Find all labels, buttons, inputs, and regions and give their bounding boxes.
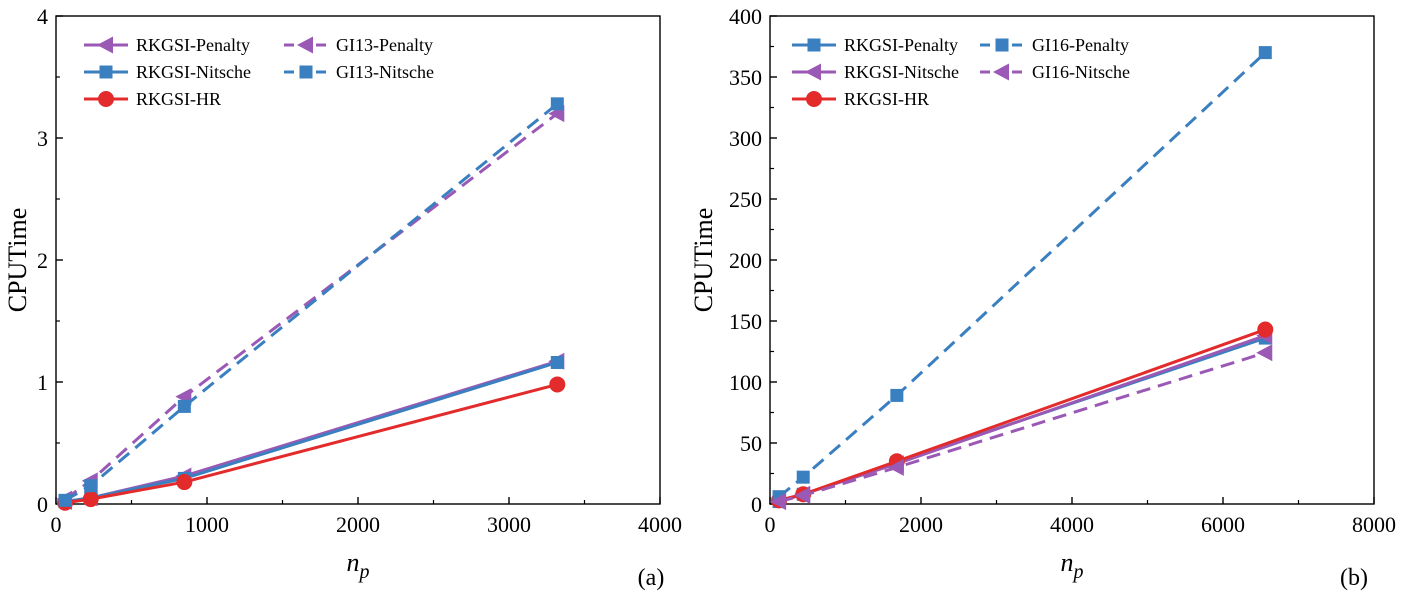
legend-item-rkgsi-hr: RKGSI-HR	[84, 89, 221, 109]
y-axis-title: CPUTime	[3, 208, 32, 313]
legend-label: GI13-Penalty	[336, 35, 433, 55]
y-tick-label: 0	[751, 492, 762, 517]
y-tick-label: 200	[729, 248, 762, 273]
legend-item-rkgsi-penalty: RKGSI-Penalty	[84, 35, 250, 55]
chart-b: 0 2000 4000 6000 8000 0 50 100 150 200 250 300 350 40…	[689, 4, 1396, 591]
y-tick-label: 4	[37, 4, 48, 29]
series-line-gi16-penalty	[778, 51, 1267, 498]
series-line-gi13-nitsche	[64, 102, 559, 502]
data-point-gi16-penalty	[1258, 46, 1272, 60]
legend-label: GI13-Nitsche	[336, 62, 434, 82]
x-axis-title-main: n	[1061, 548, 1074, 577]
data-point-rkgsi-nitsche	[550, 355, 564, 369]
y-axis-title: CPUTime	[689, 208, 718, 313]
legend-marker	[97, 36, 113, 54]
series-rkgsi-hr	[771, 321, 1274, 509]
legend-item-rkgsi-penalty: RKGSI-Penalty	[792, 35, 958, 55]
x-tick-label: 3000	[487, 512, 531, 537]
chart-a: 0 1000 2000 3000 4000 0 1 2 3 4 CPUTime np (a) RKGSI-…	[3, 4, 682, 591]
x-axis-title-main: n	[347, 548, 360, 577]
data-point-gi16-penalty	[890, 388, 904, 402]
y-tick-label: 250	[729, 187, 762, 212]
y-tick-label: 350	[729, 65, 762, 90]
legend-label: RKGSI-HR	[136, 89, 221, 109]
panel-label: (a)	[638, 565, 665, 591]
y-tick-label: 300	[729, 126, 762, 151]
data-point-gi16-penalty	[796, 470, 810, 484]
y-tick-label: 1	[37, 370, 48, 395]
legend-label: RKGSI-Nitsche	[136, 62, 251, 82]
y-tick-label: 3	[37, 126, 48, 151]
series-gi16-penalty	[772, 46, 1272, 504]
x-tick-label: 4000	[1050, 512, 1094, 537]
x-axis-title: np	[1061, 548, 1084, 583]
series-line-gi13-penalty	[64, 112, 559, 501]
data-point-gi13-nitsche	[177, 399, 191, 413]
data-point-rkgsi-hr	[549, 376, 566, 393]
data-point-rkgsi-hr	[176, 474, 193, 491]
y-tick-label: 2	[37, 248, 48, 273]
series-line-rkgsi-hr	[64, 382, 558, 505]
legend: RKGSI-Penalty RKGSI-Nitsche RKGSI-HR GI13-P…	[84, 35, 434, 109]
data-point-gi13-nitsche	[84, 479, 98, 493]
y-tick-label: 0	[37, 492, 48, 517]
legend-item-rkgsi-nitsche: RKGSI-Nitsche	[84, 62, 251, 82]
data-point-rkgsi-hr	[1257, 321, 1274, 338]
x-axis-title: np	[347, 548, 370, 583]
y-tick-label: 100	[729, 370, 762, 395]
series-line-rkgsi-penalty	[64, 359, 558, 504]
data-point-gi13-nitsche	[550, 97, 564, 111]
legend-marker	[98, 91, 114, 107]
panel-label: (b)	[1340, 565, 1368, 591]
data-point-rkgsi-hr	[82, 491, 99, 508]
data-point-gi16-nitsche	[887, 458, 904, 476]
series-rkgsi-nitsche	[58, 355, 564, 509]
legend-item-rkgsi-nitsche: RKGSI-Nitsche	[792, 62, 959, 82]
series-line-rkgsi-hr	[778, 328, 1266, 502]
data-point-gi16-nitsche	[770, 493, 787, 511]
data-point-gi16-nitsche	[794, 486, 811, 504]
legend-label: RKGSI-Penalty	[844, 35, 958, 55]
legend-marker	[993, 63, 1009, 81]
x-axis-title-subscript: p	[358, 561, 370, 583]
legend-item-gi16-penalty: GI16-Penalty	[980, 35, 1129, 55]
legend-marker	[297, 36, 313, 54]
y-tick-label: 400	[729, 4, 762, 29]
x-tick-label: 8000	[1352, 512, 1396, 537]
series-gi16-nitsche	[770, 344, 1273, 511]
x-tick-label: 1000	[185, 512, 229, 537]
x-tick-label: 2000	[336, 512, 380, 537]
legend-marker	[805, 63, 821, 81]
data-point-gi16-nitsche	[1256, 344, 1273, 362]
legend-item-gi13-penalty: GI13-Penalty	[284, 35, 433, 55]
legend-label: GI16-Nitsche	[1032, 62, 1130, 82]
legend-item-gi16-nitsche: GI16-Nitsche	[980, 62, 1130, 82]
series-gi13-penalty	[56, 105, 565, 508]
legend-marker	[806, 91, 822, 107]
series-gi13-nitsche	[58, 97, 564, 507]
x-tick-label: 4000	[638, 512, 682, 537]
legend-label: RKGSI-HR	[844, 89, 929, 109]
x-tick-label: 0	[51, 512, 62, 537]
y-tick-label: 50	[740, 431, 762, 456]
data-point-gi13-nitsche	[58, 493, 72, 507]
legend-item-rkgsi-hr: RKGSI-HR	[792, 89, 929, 109]
legend-label: GI16-Penalty	[1032, 35, 1129, 55]
legend-item-gi13-nitsche: GI13-Nitsche	[284, 62, 434, 82]
series-rkgsi-penalty	[56, 352, 565, 511]
legend-marker	[807, 38, 821, 52]
x-axis-title-subscript: p	[1072, 561, 1084, 583]
x-tick-label: 0	[765, 512, 776, 537]
legend-marker	[99, 65, 113, 79]
legend-marker	[299, 65, 313, 79]
legend-label: RKGSI-Nitsche	[844, 62, 959, 82]
legend-marker	[995, 38, 1009, 52]
series-line-gi16-nitsche	[778, 351, 1266, 504]
x-tick-label: 2000	[899, 512, 943, 537]
x-tick-label: 6000	[1201, 512, 1245, 537]
legend: RKGSI-Penalty RKGSI-Nitsche RKGSI-HR GI16-P…	[792, 35, 1130, 109]
y-tick-label: 150	[729, 309, 762, 334]
legend-label: RKGSI-Penalty	[136, 35, 250, 55]
